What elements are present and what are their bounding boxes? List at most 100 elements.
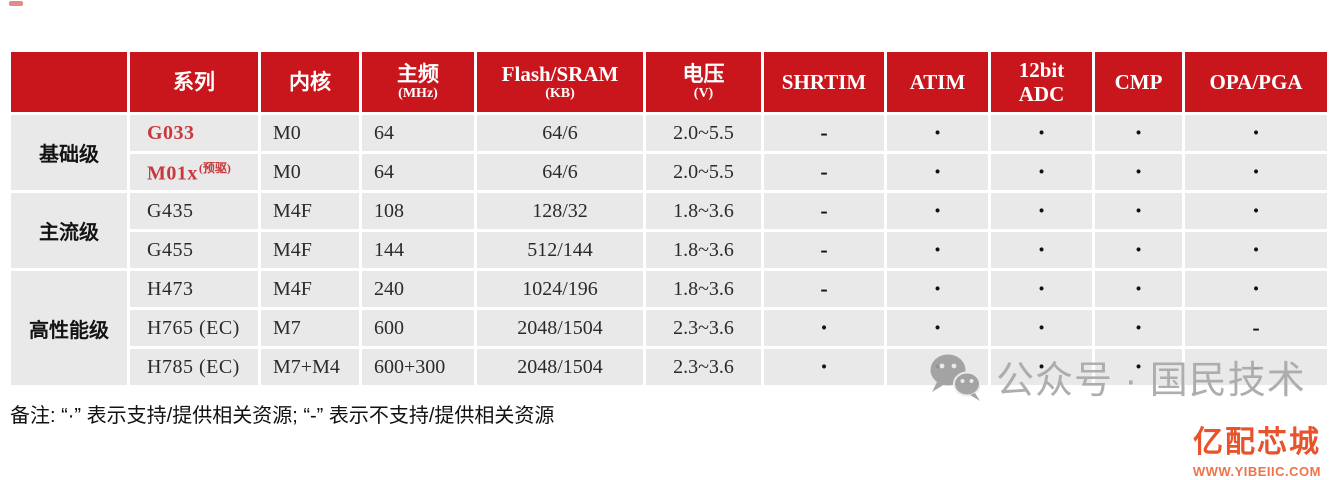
freq-cell: 600: [362, 310, 474, 346]
flash_sram-cell: 64/6: [477, 115, 643, 151]
flash_sram-cell: 2048/1504: [477, 310, 643, 346]
freq-cell: 64: [362, 154, 474, 190]
opa_pga-support-mark: ·: [1185, 154, 1327, 190]
col-header-atim: ATIM: [887, 52, 988, 112]
group-label: 高性能级: [11, 271, 127, 385]
group-label: 基础级: [11, 115, 127, 190]
voltage-cell: 1.8~3.6: [646, 193, 761, 229]
series-name: M01x: [147, 162, 198, 185]
header-sublabel: (V): [693, 86, 714, 102]
core-cell: M7+M4: [261, 349, 359, 385]
freq-cell: 64: [362, 115, 474, 151]
header-sublabel: ADC: [1018, 81, 1065, 106]
flash_sram-cell: 512/144: [477, 232, 643, 268]
flash_sram-cell: 2048/1504: [477, 349, 643, 385]
col-header-12bit: 12bit ADC: [991, 52, 1092, 112]
shrtim-no-support-mark: -: [764, 115, 884, 151]
brand-url: WWW.YIBEIIC.COM: [1192, 464, 1321, 479]
header-label: CMP: [1114, 69, 1163, 94]
site-branding: 亿配芯城 WWW.YIBEIIC.COM: [1193, 417, 1321, 479]
adc-support-mark: ·: [991, 310, 1092, 346]
voltage-cell: 2.3~3.6: [646, 349, 761, 385]
cmp-support-mark: ·: [1095, 154, 1182, 190]
header-label: Flash/SRAM: [501, 62, 619, 87]
wechat-icon: [925, 352, 985, 402]
header-label: SHRTIM: [781, 69, 867, 94]
col-header-系列: 系列: [130, 52, 258, 112]
table-row: 高性能级 H473 M4F 240 1024/196 1.8~3.6- · · · ·: [11, 271, 1327, 385]
table-row: M01x(预驱) M0 64 64/6 2.0~5.5- · · · ·: [11, 154, 1327, 190]
header-sublabel: (KB): [545, 86, 575, 102]
atim-support-mark: ·: [887, 232, 988, 268]
table-row: 主流级 G435 M4F 108 128/32 1.8~3.6- · · · ·: [11, 193, 1327, 268]
cmp-support-mark: ·: [1095, 115, 1182, 151]
opa_pga-no-support-mark: -: [1185, 349, 1327, 385]
header-label: 内核: [289, 69, 331, 94]
wechat-watermark: 公众号 · 国民技术: [925, 349, 1306, 404]
series-cell: H785 (EC): [130, 349, 258, 385]
core-cell: M0: [261, 154, 359, 190]
series-cell: G033: [130, 115, 258, 151]
table-header: 系列 内核 主频 (MHz) Flash/SRAM (KB) 电压 (V) SHRTIM ATIM…: [11, 52, 1327, 112]
atim-support-mark: ·: [887, 115, 988, 151]
freq-cell: 240: [362, 271, 474, 307]
header-sublabel: (MHz): [398, 86, 438, 102]
cmp-support-mark: ·: [1095, 310, 1182, 346]
shrtim-no-support-mark: -: [764, 154, 884, 190]
watermark-text: 公众号 · 国民技术: [996, 360, 1306, 402]
atim-support-mark: ·: [887, 193, 988, 229]
freq-cell: 600+300: [362, 349, 474, 385]
adc-support-mark: ·: [991, 232, 1092, 268]
header-label: OPA/PGA: [1209, 69, 1303, 94]
opa_pga-support-mark: ·: [1185, 271, 1327, 307]
series-name: H785 (EC): [147, 355, 240, 378]
opa_pga-support-mark: ·: [1185, 193, 1327, 229]
atim-support-mark: ·: [887, 310, 988, 346]
atim-support-mark: ·: [887, 271, 988, 307]
col-header-cmp: CMP: [1095, 52, 1182, 112]
header-row: 系列 内核 主频 (MHz) Flash/SRAM (KB) 电压 (V) SHRTIM ATIM…: [11, 52, 1327, 112]
adc-support-mark: ·: [991, 349, 1092, 385]
header-label: 主频: [397, 62, 439, 87]
shrtim-no-support-mark: -: [764, 232, 884, 268]
series-name: G455: [147, 238, 194, 261]
voltage-cell: 1.8~3.6: [646, 232, 761, 268]
cmp-support-mark: ·: [1095, 232, 1182, 268]
series-name: G435: [147, 199, 194, 222]
table-row: G455 M4F 144 512/144 1.8~3.6- · · · ·: [11, 232, 1327, 268]
series-cell: G435: [130, 193, 258, 229]
flash_sram-cell: 1024/196: [477, 271, 643, 307]
opa_pga-support-mark: ·: [1185, 232, 1327, 268]
cmp-support-mark: ·: [1095, 271, 1182, 307]
adc-support-mark: ·: [991, 115, 1092, 151]
col-header-内核: 内核: [261, 52, 359, 112]
adc-support-mark: ·: [991, 193, 1092, 229]
table-row: H765 (EC) M7 600 2048/1504 2.3~3.6 · · · · -: [11, 310, 1327, 346]
footnote: 备注: “·” 表示支持/提供相关资源; “-” 表示不支持/提供相关资源: [10, 405, 555, 427]
table-row: 基础级 G033 M0 64 64/6 2.0~5.5- · · · ·: [11, 115, 1327, 190]
series-name: G033: [147, 121, 195, 144]
series-cell: H765 (EC): [130, 310, 258, 346]
red-artifact: [9, 1, 23, 6]
shrtim-support-mark: ·: [764, 349, 884, 385]
mcu-spec-table: 系列 内核 主频 (MHz) Flash/SRAM (KB) 电压 (V) SHRTIM ATIM…: [8, 49, 1330, 388]
series-superscript: (预驱): [198, 160, 231, 175]
table-row: H785 (EC) M7+M4 600+300 2048/1504 2.3~3.6 · · ·…: [11, 349, 1327, 385]
col-header-opa-pga: OPA/PGA: [1185, 52, 1327, 112]
flash_sram-cell: 64/6: [477, 154, 643, 190]
header-label: 电压: [682, 62, 725, 87]
flash_sram-cell: 128/32: [477, 193, 643, 229]
shrtim-support-mark: ·: [764, 310, 884, 346]
voltage-cell: 2.3~3.6: [646, 310, 761, 346]
core-cell: M4F: [261, 271, 359, 307]
atim-support-mark: ·: [887, 154, 988, 190]
shrtim-no-support-mark: -: [764, 193, 884, 229]
adc-support-mark: ·: [991, 154, 1092, 190]
header-label: 12bit: [1018, 58, 1065, 83]
core-cell: M4F: [261, 193, 359, 229]
freq-cell: 108: [362, 193, 474, 229]
series-name: H473: [147, 277, 194, 300]
series-cell: M01x(预驱): [130, 154, 258, 190]
col-header-flash-sram: Flash/SRAM (KB): [477, 52, 643, 112]
